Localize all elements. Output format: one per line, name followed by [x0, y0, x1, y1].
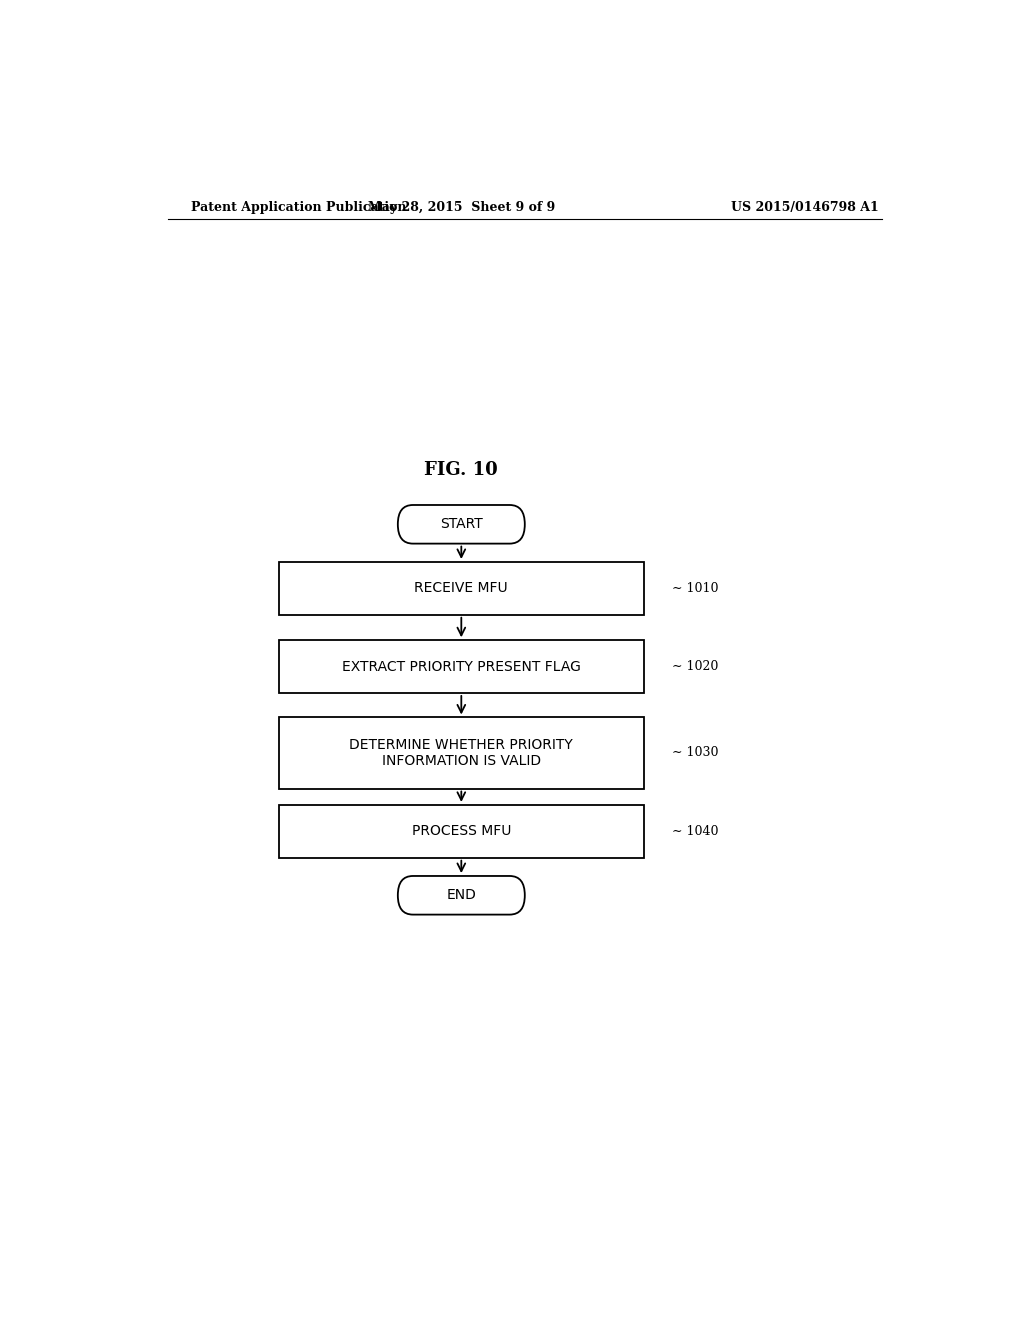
Text: US 2015/0146798 A1: US 2015/0146798 A1 [731, 201, 879, 214]
Text: DETERMINE WHETHER PRIORITY
INFORMATION IS VALID: DETERMINE WHETHER PRIORITY INFORMATION I… [349, 738, 573, 768]
FancyBboxPatch shape [279, 718, 644, 788]
Text: ∼ 1030: ∼ 1030 [672, 747, 718, 759]
Text: RECEIVE MFU: RECEIVE MFU [415, 581, 508, 595]
FancyBboxPatch shape [279, 562, 644, 615]
Text: ∼ 1040: ∼ 1040 [672, 825, 718, 838]
Text: FIG. 10: FIG. 10 [424, 462, 499, 479]
Text: END: END [446, 888, 476, 903]
Text: START: START [440, 517, 482, 532]
FancyBboxPatch shape [397, 876, 524, 915]
FancyBboxPatch shape [397, 506, 524, 544]
Text: Patent Application Publication: Patent Application Publication [191, 201, 407, 214]
FancyBboxPatch shape [279, 640, 644, 693]
Text: PROCESS MFU: PROCESS MFU [412, 824, 511, 838]
Text: ∼ 1020: ∼ 1020 [672, 660, 718, 673]
Text: EXTRACT PRIORITY PRESENT FLAG: EXTRACT PRIORITY PRESENT FLAG [342, 660, 581, 673]
Text: May 28, 2015  Sheet 9 of 9: May 28, 2015 Sheet 9 of 9 [368, 201, 555, 214]
Text: ∼ 1010: ∼ 1010 [672, 582, 718, 595]
FancyBboxPatch shape [279, 805, 644, 858]
